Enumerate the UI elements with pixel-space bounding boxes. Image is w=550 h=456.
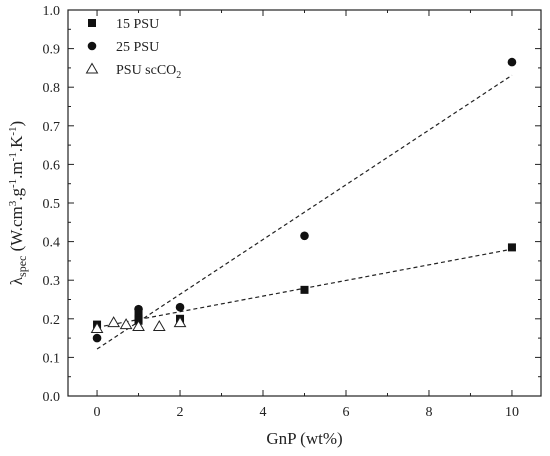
y-tick-label: 0.9 [43, 43, 61, 58]
plot-layer [90, 57, 517, 350]
legend-label-subscript: 2 [176, 70, 181, 81]
y-tick-label: 0.3 [43, 274, 61, 289]
legend-label-1: 15 PSU [116, 17, 159, 32]
data-point-series-2 [300, 231, 309, 241]
y-axis-superscript: -1 [7, 126, 19, 135]
data-point-series-3 [90, 321, 104, 333]
x-tick-label: 0 [94, 405, 101, 420]
data-point-series-2 [507, 57, 517, 67]
fit-line-2 [96, 74, 513, 350]
legend-label-3: PSU scCO2 [116, 63, 181, 81]
legend-marker-3 [85, 62, 99, 74]
y-axis-text: .g [7, 187, 26, 200]
legend-label-text: 25 PSU [116, 40, 159, 55]
y-tick-label: 0.4 [43, 236, 61, 251]
y-axis-text: .K [7, 135, 26, 152]
y-axis-superscript: -1 [7, 152, 19, 161]
y-tick-label: 0.2 [43, 313, 61, 328]
y-axis-subscript: spec [15, 256, 29, 277]
y-tick-label: 1.0 [43, 4, 61, 19]
legend-marker-2 [87, 41, 97, 51]
y-tick-label: 0.7 [43, 120, 61, 135]
data-point-series-1 [507, 243, 516, 252]
data-point-series-3 [152, 320, 166, 332]
legend-label-text: 15 PSU [116, 17, 159, 32]
data-point-series-3 [132, 320, 145, 332]
legend: 15 PSU 25 PSU PSU scCO2 [85, 17, 181, 81]
y-axis-text: (W.cm [7, 206, 26, 255]
x-tick-label: 10 [505, 405, 519, 420]
y-tick-label: 0.1 [43, 351, 61, 366]
data-point-series-3 [107, 316, 121, 328]
data-point-series-3 [173, 316, 187, 328]
y-tick-label: 0.0 [43, 390, 61, 405]
y-axis-title: λspec (W.cm3.g-1.m-1.K-1) [7, 121, 29, 285]
x-tick-label: 8 [425, 405, 432, 420]
y-axis-superscript: 3 [7, 200, 19, 206]
y-axis-text: .m [7, 161, 26, 178]
x-tick-label: 4 [260, 405, 267, 420]
legend-marker-1 [88, 19, 96, 27]
legend-label-2: 25 PSU [116, 40, 159, 55]
data-point-series-2 [92, 333, 102, 343]
y-tick-label: 0.6 [43, 158, 61, 173]
legend-label-text: PSU scCO [116, 63, 176, 78]
y-axis-symbol: λ [7, 276, 26, 285]
y-axis-text: ) [7, 121, 26, 127]
data-point-series-1 [300, 285, 309, 294]
x-tick-label: 6 [342, 405, 349, 420]
y-tick-label: 0.8 [43, 81, 61, 96]
data-point-series-3 [119, 318, 133, 330]
x-tick-label: 2 [177, 405, 184, 420]
data-point-series-2 [175, 302, 185, 312]
x-axis-title: GnP (wt%) [266, 429, 342, 448]
data-point-series-2 [134, 304, 143, 314]
y-tick-label: 0.5 [43, 197, 61, 212]
y-axis-superscript: -1 [7, 179, 19, 188]
axes-layer: 0 2 4 6 8 10 0.0 0.1 0.2 0.3 0.4 0.5 0.6 0.7 0.8 0.9 1.0 [43, 4, 542, 420]
